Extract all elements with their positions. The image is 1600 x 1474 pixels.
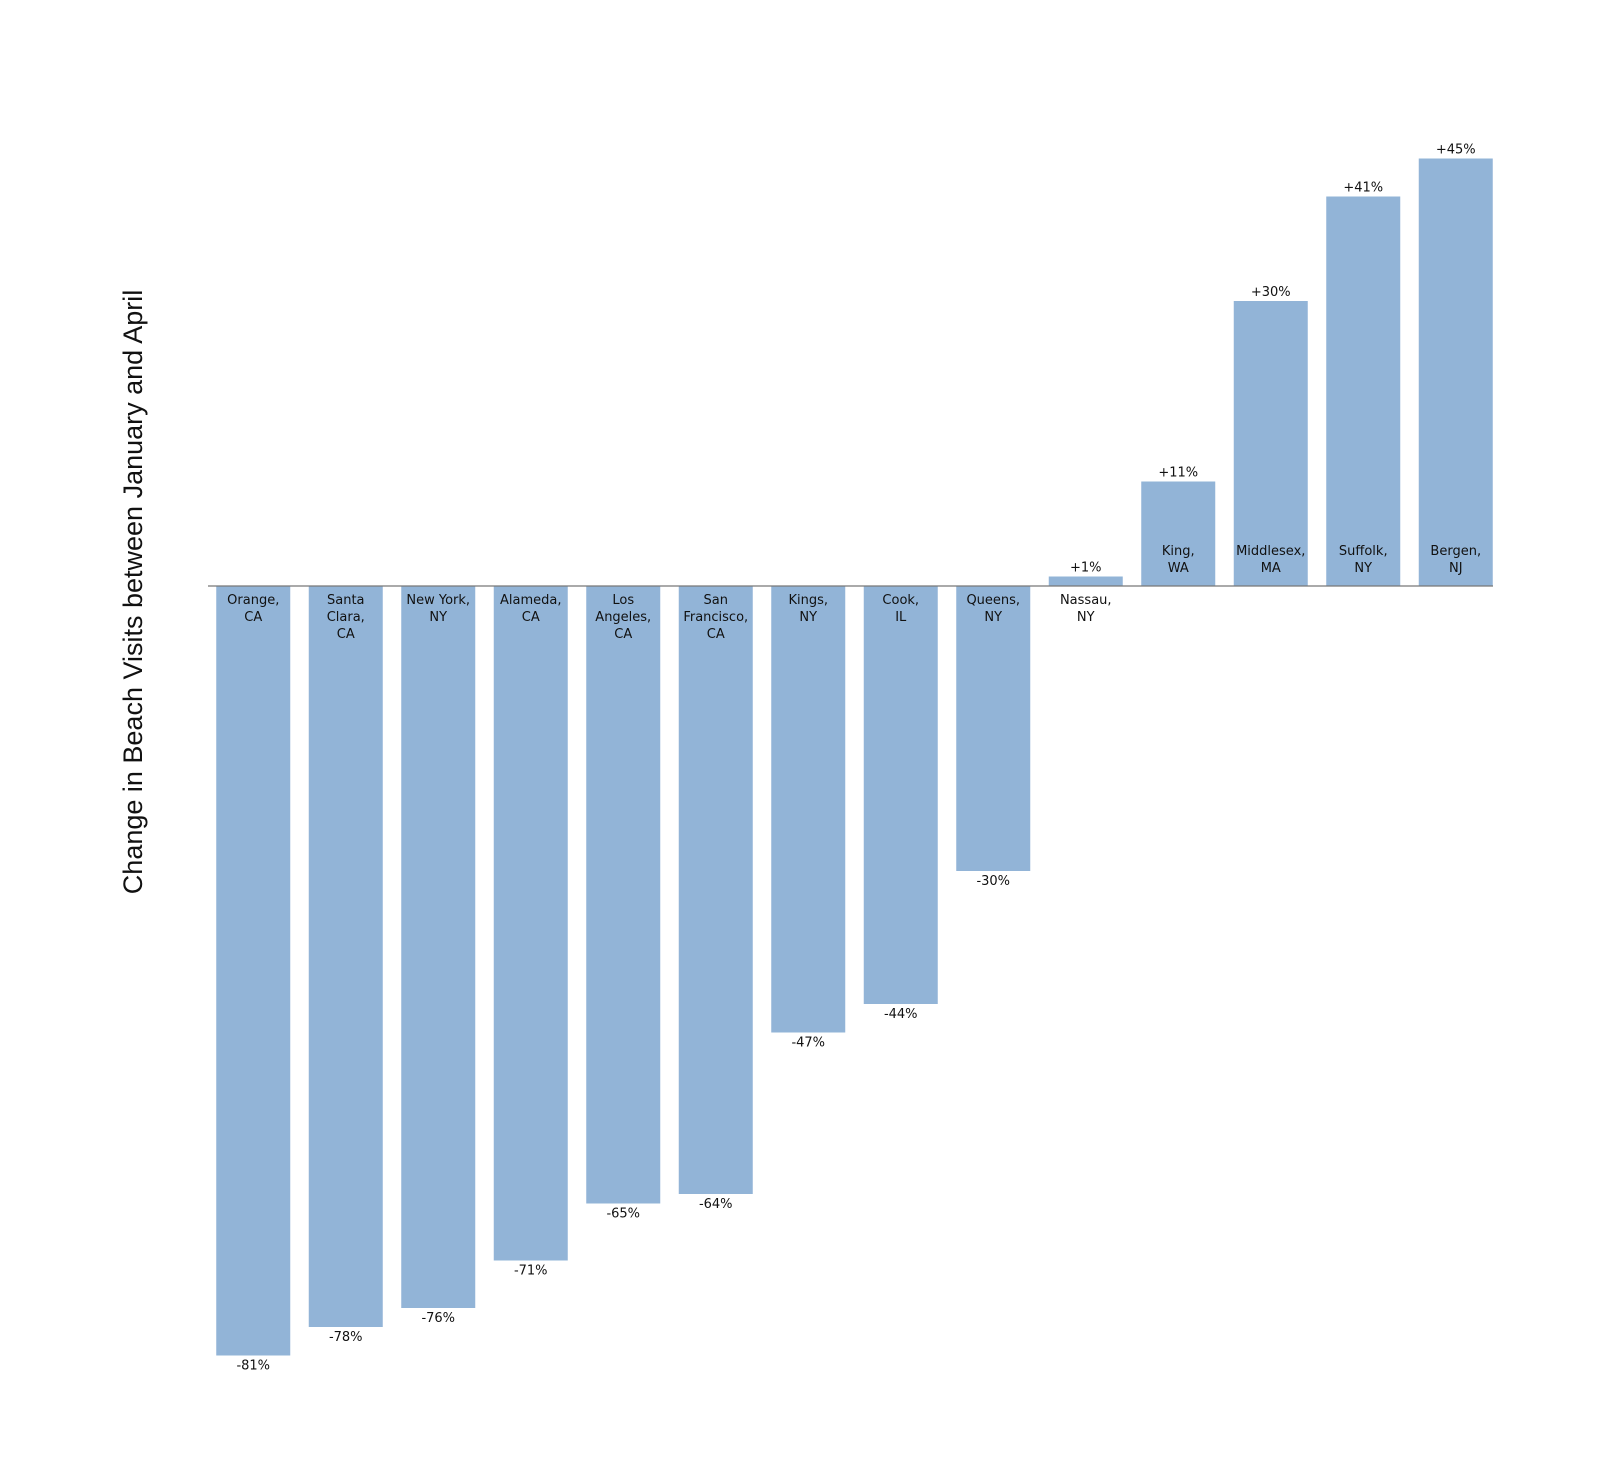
bar	[956, 586, 1031, 871]
value-label: +1%	[1070, 561, 1102, 576]
value-label: -71%	[514, 1264, 548, 1279]
category-label: Kings, NY	[788, 593, 828, 625]
value-label: +30%	[1251, 285, 1291, 300]
value-label: +45%	[1436, 143, 1476, 158]
category-label: King, WA	[1162, 544, 1195, 576]
category-label: Alameda, CA	[500, 593, 561, 625]
value-label: -30%	[976, 874, 1010, 889]
value-label: -47%	[791, 1036, 825, 1051]
value-label: -65%	[606, 1207, 640, 1222]
category-label: Santa Clara, CA	[327, 593, 365, 642]
category-label: Queens, NY	[966, 593, 1020, 625]
category-label: Middlesex, MA	[1236, 544, 1305, 576]
category-label: Los Angeles, CA	[595, 593, 651, 642]
bar	[586, 586, 661, 1204]
category-label: New York, NY	[406, 593, 470, 625]
category-label: Bergen, NJ	[1430, 544, 1481, 576]
bar	[493, 586, 568, 1261]
bar	[401, 586, 476, 1308]
category-label: Nassau, NY	[1060, 593, 1112, 625]
bar	[1326, 196, 1401, 586]
bar	[1233, 301, 1308, 586]
value-label: -76%	[421, 1311, 455, 1326]
value-label: -81%	[236, 1359, 270, 1374]
category-label: Orange, CA	[227, 593, 279, 625]
bar	[1418, 158, 1493, 586]
value-label: -78%	[329, 1330, 363, 1345]
bar	[216, 586, 291, 1356]
value-label: +41%	[1343, 181, 1383, 196]
bar	[771, 586, 846, 1033]
category-label: Suffolk, NY	[1339, 544, 1388, 576]
bar	[308, 586, 383, 1327]
y-axis-title: Change in Beach Visits between January a…	[118, 290, 148, 894]
category-label: San Francisco, CA	[683, 593, 748, 642]
value-label: -64%	[699, 1197, 733, 1212]
bar	[678, 586, 753, 1194]
category-label: Cook, IL	[882, 593, 919, 625]
value-label: -44%	[884, 1007, 918, 1022]
bar	[863, 586, 938, 1004]
value-label: +11%	[1158, 466, 1198, 481]
bar	[1048, 576, 1123, 586]
bar	[1141, 481, 1216, 586]
